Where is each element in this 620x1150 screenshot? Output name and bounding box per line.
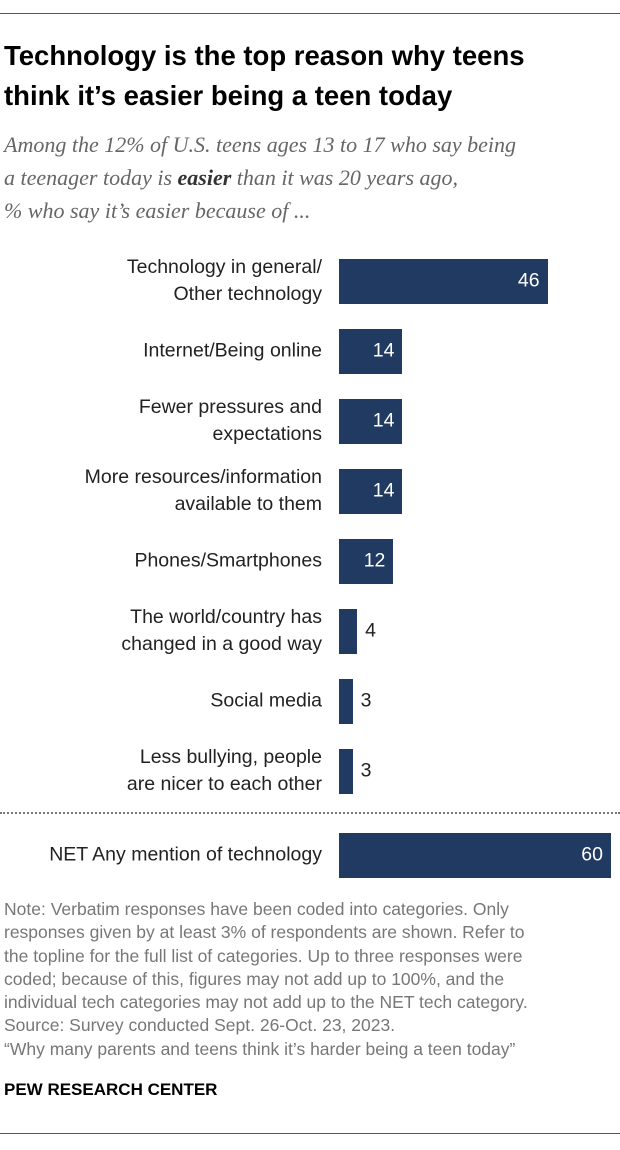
- value-label: 60: [581, 843, 603, 866]
- bar: [339, 608, 358, 654]
- subtitle-text: Among the 12% of U.S. teens ages 13 to 1…: [4, 132, 517, 157]
- value-label: 3: [360, 689, 372, 712]
- source: Source: Survey conducted Sept. 26-Oct. 2…: [4, 1015, 396, 1036]
- report: “Why many parents and teens think it’s h…: [4, 1038, 516, 1059]
- value-label: 4: [365, 619, 376, 642]
- category-label: Internet/Being online: [143, 339, 322, 362]
- category-label: NET Any mention of technology: [49, 843, 322, 866]
- subtitle-emphasis: easier: [177, 165, 232, 190]
- top-rule: [0, 13, 620, 14]
- category-label: Social media: [210, 689, 322, 712]
- value-label: 14: [372, 409, 395, 432]
- separator: [0, 812, 620, 814]
- bottom-rule: [0, 1133, 620, 1134]
- note: Note: Verbatim responses have been coded…: [4, 898, 528, 1061]
- chart-title: Technology is the top reason why teens t…: [4, 40, 525, 111]
- bar: [339, 832, 611, 878]
- bar: [339, 678, 353, 724]
- category-label: The world/country has changed in a good …: [121, 606, 322, 655]
- bar: [339, 538, 394, 584]
- category-label: Phones/Smartphones: [134, 549, 322, 572]
- category-label: Fewer pressures and expectations: [138, 396, 322, 445]
- bar: [339, 748, 353, 794]
- value-label: 14: [372, 479, 395, 502]
- value-label: 3: [360, 759, 372, 782]
- category-label: More resources/information available to …: [84, 466, 322, 515]
- subtitle: Among the 12% of U.S. teens ages 13 to 1…: [4, 128, 516, 227]
- bar: [339, 468, 403, 514]
- subtitle-text: a teenager today is: [4, 165, 178, 190]
- bar: [339, 328, 403, 374]
- value-label: 14: [372, 339, 395, 362]
- category-label: Technology in general/ Other technology: [126, 256, 322, 305]
- bar: [339, 258, 548, 304]
- bar: [339, 398, 403, 444]
- note-text: Note: Verbatim responses have been coded…: [4, 899, 528, 1013]
- subtitle-text: than it was 20 years ago,: [231, 165, 459, 190]
- subtitle-text: % who say it’s easier because of ...: [4, 198, 311, 223]
- category-label: Less bullying, people are nicer to each …: [126, 746, 322, 795]
- credit: PEW RESEARCH CENTER: [4, 1080, 218, 1099]
- value-label: 12: [363, 549, 386, 572]
- value-label: 46: [517, 269, 540, 292]
